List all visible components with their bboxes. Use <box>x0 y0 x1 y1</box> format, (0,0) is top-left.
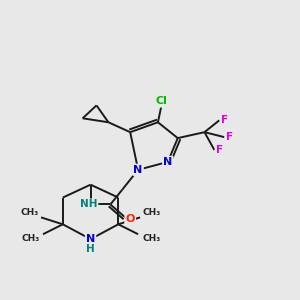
Text: O: O <box>125 214 135 224</box>
Text: N: N <box>163 157 172 167</box>
Text: H: H <box>86 244 95 254</box>
Text: F: F <box>221 115 228 125</box>
Text: N: N <box>134 165 143 175</box>
Text: F: F <box>216 145 223 155</box>
Text: CH₃: CH₃ <box>22 234 40 243</box>
Text: CH₃: CH₃ <box>143 208 161 217</box>
Text: F: F <box>226 132 233 142</box>
Text: CH₃: CH₃ <box>20 208 38 217</box>
Text: NH: NH <box>80 200 97 209</box>
Text: Cl: Cl <box>156 97 168 106</box>
Text: CH₃: CH₃ <box>143 234 161 243</box>
Text: N: N <box>86 234 95 244</box>
